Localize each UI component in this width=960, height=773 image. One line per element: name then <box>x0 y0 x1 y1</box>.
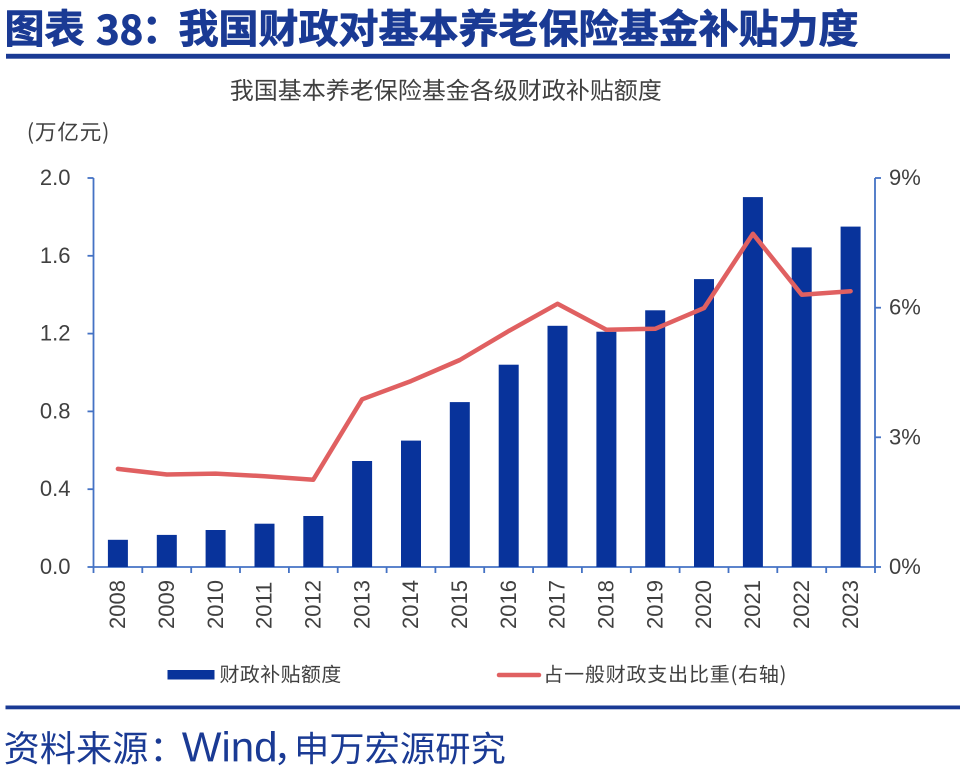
svg-text:0.4: 0.4 <box>40 476 71 501</box>
svg-text:2012: 2012 <box>301 580 326 629</box>
svg-text:1.6: 1.6 <box>40 243 71 268</box>
svg-text:2013: 2013 <box>349 580 374 629</box>
svg-text:2010: 2010 <box>203 580 228 629</box>
svg-text:2023: 2023 <box>838 580 863 629</box>
svg-text:2020: 2020 <box>691 580 716 629</box>
svg-text:0.8: 0.8 <box>40 398 71 423</box>
svg-text:9%: 9% <box>889 165 921 190</box>
svg-text:2022: 2022 <box>789 580 814 629</box>
svg-text:2019: 2019 <box>642 580 667 629</box>
svg-text:2009: 2009 <box>154 580 179 629</box>
svg-text:2017: 2017 <box>545 580 570 629</box>
svg-text:2015: 2015 <box>447 580 472 629</box>
svg-text:2008: 2008 <box>105 580 130 629</box>
svg-text:2021: 2021 <box>740 580 765 629</box>
svg-text:0%: 0% <box>889 554 921 579</box>
svg-text:2016: 2016 <box>496 580 521 629</box>
svg-text:6%: 6% <box>889 295 921 320</box>
svg-text:2011: 2011 <box>252 582 277 629</box>
svg-text:2014: 2014 <box>398 580 423 629</box>
svg-text:2018: 2018 <box>594 580 619 629</box>
svg-text:1.2: 1.2 <box>40 321 71 346</box>
svg-text:0.0: 0.0 <box>40 554 71 579</box>
svg-text:2.0: 2.0 <box>40 165 71 190</box>
svg-text:3%: 3% <box>889 424 921 449</box>
